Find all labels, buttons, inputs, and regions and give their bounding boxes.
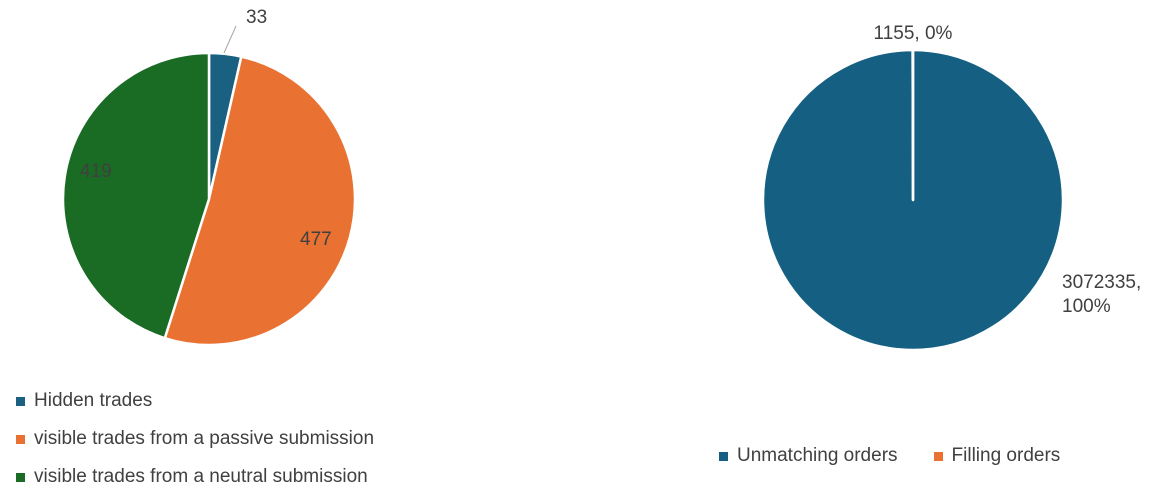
legend-label: Filling orders: [952, 445, 1061, 467]
legend-item-passive-submission: visible trades from a passive submission: [16, 420, 374, 458]
legend-item-filling-orders: Filling orders: [934, 445, 1061, 467]
legend-item-unmatching-orders: Unmatching orders: [719, 445, 898, 467]
pie-plot-trades: 33 477 419: [0, 0, 560, 380]
data-label: 3072335,100%: [1062, 272, 1141, 317]
legend-swatch: [16, 473, 25, 482]
legend-item-hidden-trades: Hidden trades: [16, 382, 374, 420]
leader-line: [224, 26, 236, 53]
legend-label: visible trades from a passive submission: [34, 428, 374, 450]
legend-swatch: [16, 435, 25, 444]
pie-chart-orders: 3072335,100% 1155, 0%: [580, 0, 1163, 487]
data-label: 33: [246, 7, 267, 28]
data-label: 477: [300, 229, 332, 250]
data-label: 419: [80, 161, 112, 182]
legend-trades: Hidden trades visible trades from a pass…: [16, 382, 374, 496]
legend-swatch: [934, 452, 943, 461]
legend-orders: Unmatching orders Filling orders: [719, 445, 1060, 467]
data-label: 1155, 0%: [874, 23, 953, 44]
legend-label: Unmatching orders: [737, 445, 898, 467]
legend-label: visible trades from a neutral submission: [34, 466, 368, 488]
legend-swatch: [16, 397, 25, 406]
legend-label: Hidden trades: [34, 390, 152, 412]
legend-swatch: [719, 452, 728, 461]
pie-plot-orders: 3072335,100% 1155, 0%: [580, 0, 1163, 380]
legend-item-neutral-submission: visible trades from a neutral submission: [16, 458, 374, 496]
